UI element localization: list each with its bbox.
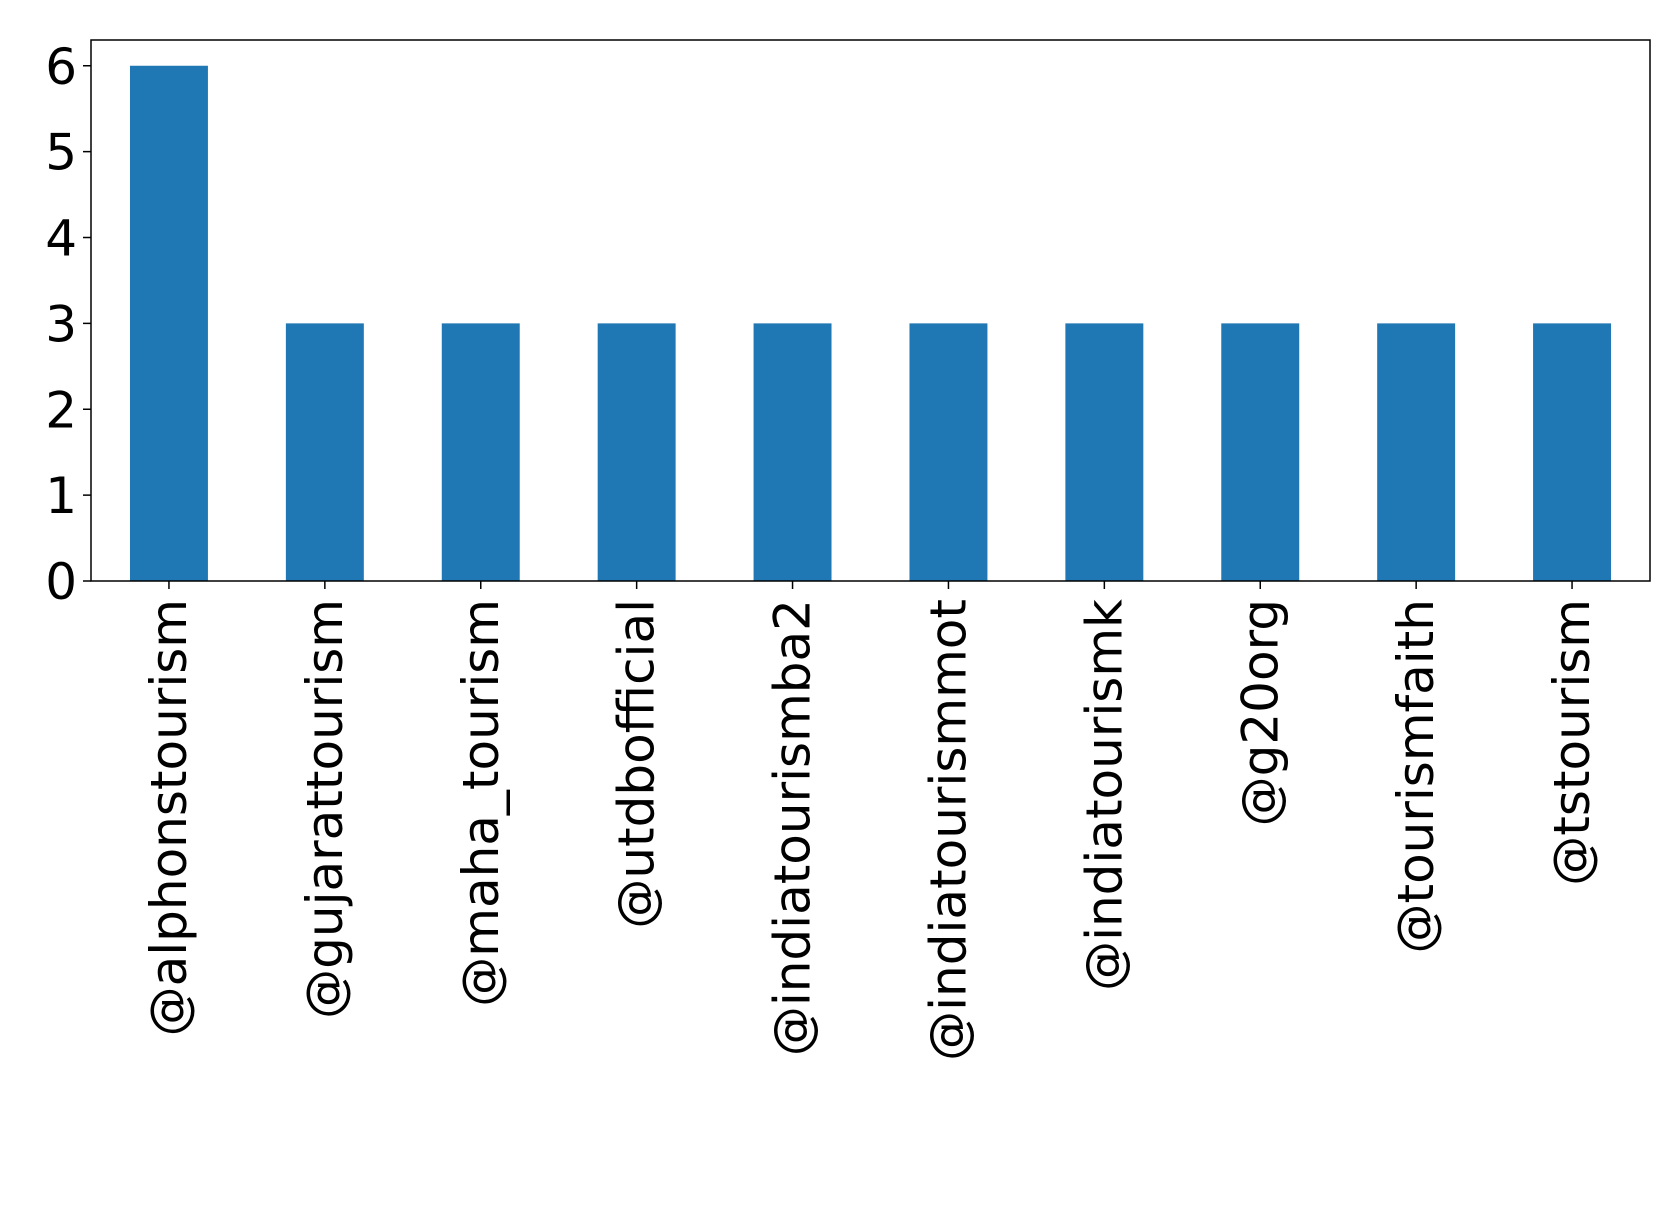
y-tick-label: 1 — [45, 467, 77, 525]
bar-indiatourismk — [1065, 323, 1144, 581]
y-axis: 0 1 2 3 4 5 6 — [45, 38, 91, 611]
y-tick-label: 0 — [45, 553, 77, 611]
bar-indiatourismmot — [909, 323, 988, 581]
x-tick-label: @utdbofficial — [608, 599, 666, 929]
plot-area-frame — [90, 39, 1651, 582]
x-tick-label: @maha_tourism — [452, 599, 510, 1007]
bar-g20org — [1221, 323, 1300, 581]
x-tick-label: @alphonstourism — [140, 599, 198, 1036]
bar-utdbofficial — [597, 323, 676, 581]
bar-gujarattourism — [285, 323, 364, 581]
x-tick-label: @indiatourismmot — [919, 599, 977, 1061]
x-tick-label: @tourismfaith — [1387, 599, 1445, 954]
y-tick-label: 3 — [45, 295, 77, 353]
x-tick-label: @indiatourismk — [1075, 599, 1133, 991]
bar-tstourism — [1533, 323, 1612, 581]
bar-tourismfaith — [1377, 323, 1456, 581]
bar-indiatourismba2 — [753, 323, 832, 581]
bars-layer — [129, 65, 1612, 581]
x-tick-label: @tstourism — [1543, 599, 1601, 886]
bar-maha-tourism — [441, 323, 520, 581]
x-tick-label: @gujarattourism — [296, 599, 354, 1019]
y-tick-label: 6 — [45, 38, 77, 96]
x-axis: @alphonstourism @gujarattourism @maha_tour… — [140, 581, 1601, 1061]
x-tick-label: @indiatourismba2 — [764, 599, 822, 1056]
y-tick-label: 4 — [45, 210, 77, 268]
bar-alphonstourism — [129, 65, 208, 581]
y-tick-label: 2 — [45, 381, 77, 439]
x-tick-label: @g20org — [1231, 599, 1289, 826]
y-tick-label: 5 — [45, 124, 77, 182]
